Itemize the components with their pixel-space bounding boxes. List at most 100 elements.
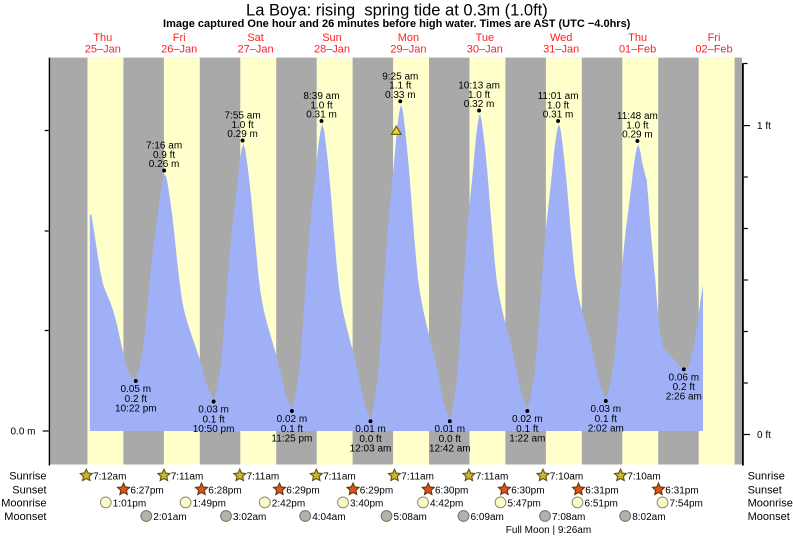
svg-text:0.1 ft: 0.1 ft xyxy=(281,424,303,435)
svg-text:1.0 ft: 1.0 ft xyxy=(468,90,490,101)
svg-text:1.0 ft: 1.0 ft xyxy=(547,100,569,111)
svg-text:Moonset: Moonset xyxy=(748,511,790,523)
svg-text:31–Jan: 31–Jan xyxy=(543,44,579,56)
svg-text:02–Feb: 02–Feb xyxy=(695,44,732,56)
svg-text:7:11am: 7:11am xyxy=(247,471,280,482)
svg-text:Sunset: Sunset xyxy=(12,484,46,496)
svg-text:6:28pm: 6:28pm xyxy=(208,485,241,496)
svg-text:5:08am: 5:08am xyxy=(394,512,427,523)
svg-text:1:01pm: 1:01pm xyxy=(113,498,146,509)
svg-text:26–Jan: 26–Jan xyxy=(161,44,197,56)
svg-text:10:13 am: 10:13 am xyxy=(458,81,500,92)
svg-text:0.02 m: 0.02 m xyxy=(277,414,308,425)
svg-text:7:10am: 7:10am xyxy=(627,471,660,482)
svg-text:10:22 pm: 10:22 pm xyxy=(115,403,157,414)
svg-text:0.29 m: 0.29 m xyxy=(227,129,258,140)
svg-text:0.01 m: 0.01 m xyxy=(355,424,386,435)
svg-text:Fri: Fri xyxy=(708,32,721,44)
svg-text:Full Moon | 9:26am: Full Moon | 9:26am xyxy=(506,525,591,536)
svg-text:4:04am: 4:04am xyxy=(312,512,345,523)
svg-text:0.0 ft: 0.0 ft xyxy=(359,434,381,445)
svg-text:2:01am: 2:01am xyxy=(153,512,186,523)
svg-text:10:50 pm: 10:50 pm xyxy=(193,424,235,435)
svg-text:5:47pm: 5:47pm xyxy=(508,498,541,509)
svg-text:7:11am: 7:11am xyxy=(171,471,204,482)
svg-text:Thu: Thu xyxy=(93,32,112,44)
svg-text:0.1 ft: 0.1 ft xyxy=(516,424,538,435)
svg-text:Image captured One hour and 26: Image captured One hour and 26 minutes b… xyxy=(163,18,631,30)
svg-text:2:02 am: 2:02 am xyxy=(588,423,624,434)
svg-text:11:25 pm: 11:25 pm xyxy=(271,433,312,444)
svg-text:7:55 am: 7:55 am xyxy=(225,111,261,122)
svg-text:0.01 m: 0.01 m xyxy=(435,424,466,435)
svg-text:4:42pm: 4:42pm xyxy=(430,498,463,509)
svg-text:1.0 ft: 1.0 ft xyxy=(626,120,648,131)
svg-text:0.1 ft: 0.1 ft xyxy=(595,414,617,425)
svg-text:0.0 m: 0.0 m xyxy=(10,427,35,438)
svg-text:1.1 ft: 1.1 ft xyxy=(389,81,411,92)
svg-text:2:42pm: 2:42pm xyxy=(272,498,305,509)
svg-text:0.31 m: 0.31 m xyxy=(543,110,574,121)
svg-text:6:31pm: 6:31pm xyxy=(665,485,698,496)
svg-text:Fri: Fri xyxy=(173,32,186,44)
svg-text:9:25 am: 9:25 am xyxy=(382,71,418,82)
svg-text:12:03 am: 12:03 am xyxy=(350,444,392,455)
svg-text:0.03 m: 0.03 m xyxy=(591,404,622,415)
svg-text:27–Jan: 27–Jan xyxy=(238,44,274,56)
svg-text:0.2 ft: 0.2 ft xyxy=(673,382,695,393)
svg-text:8:39 am: 8:39 am xyxy=(303,91,339,102)
svg-text:3:02am: 3:02am xyxy=(233,512,266,523)
svg-text:0 ft: 0 ft xyxy=(757,430,771,441)
svg-text:Sat: Sat xyxy=(247,32,264,44)
svg-text:Sun: Sun xyxy=(322,32,342,44)
svg-text:Mon: Mon xyxy=(398,32,419,44)
svg-text:0.2 ft: 0.2 ft xyxy=(125,394,147,405)
svg-text:11:48 am: 11:48 am xyxy=(617,111,658,122)
svg-text:6:51pm: 6:51pm xyxy=(585,498,618,509)
svg-text:29–Jan: 29–Jan xyxy=(390,44,426,56)
svg-text:8:02am: 8:02am xyxy=(632,512,665,523)
svg-text:Moonset: Moonset xyxy=(4,511,46,523)
svg-text:Tue: Tue xyxy=(476,32,495,44)
svg-text:0.0 ft: 0.0 ft xyxy=(439,434,461,445)
svg-text:7:08am: 7:08am xyxy=(552,512,585,523)
svg-text:7:16 am: 7:16 am xyxy=(146,141,182,152)
svg-text:7:11am: 7:11am xyxy=(323,471,356,482)
svg-text:6:09am: 6:09am xyxy=(471,512,504,523)
svg-text:Wed: Wed xyxy=(550,32,572,44)
svg-text:7:11am: 7:11am xyxy=(401,471,434,482)
svg-text:01–Feb: 01–Feb xyxy=(619,44,656,56)
svg-text:2:26 am: 2:26 am xyxy=(666,392,702,403)
svg-text:0.03 m: 0.03 m xyxy=(198,405,229,416)
svg-text:7:11am: 7:11am xyxy=(476,471,509,482)
svg-text:Sunrise: Sunrise xyxy=(748,470,785,482)
svg-text:25–Jan: 25–Jan xyxy=(85,44,121,56)
svg-text:11:01 am: 11:01 am xyxy=(538,91,579,102)
svg-text:Moonrise: Moonrise xyxy=(748,497,793,509)
svg-text:Sunset: Sunset xyxy=(748,484,782,496)
svg-text:3:40pm: 3:40pm xyxy=(350,498,383,509)
svg-text:28–Jan: 28–Jan xyxy=(314,44,350,56)
svg-text:1 ft: 1 ft xyxy=(757,121,771,132)
svg-text:6:30pm: 6:30pm xyxy=(435,485,468,496)
svg-text:1:22 am: 1:22 am xyxy=(509,433,545,444)
svg-text:0.29 m: 0.29 m xyxy=(622,130,653,141)
svg-text:Sunrise: Sunrise xyxy=(9,470,46,482)
svg-text:6:27pm: 6:27pm xyxy=(130,485,163,496)
svg-text:1.0 ft: 1.0 ft xyxy=(310,100,332,111)
svg-text:6:31pm: 6:31pm xyxy=(585,485,618,496)
svg-text:30–Jan: 30–Jan xyxy=(467,44,503,56)
svg-text:La Boya: rising spring tide a: La Boya: rising spring tide at 0.3m (1.0… xyxy=(246,2,548,20)
svg-text:1:49pm: 1:49pm xyxy=(193,498,226,509)
svg-text:0.06 m: 0.06 m xyxy=(669,372,700,383)
svg-text:0.31 m: 0.31 m xyxy=(306,110,337,121)
svg-text:0.9 ft: 0.9 ft xyxy=(153,150,175,161)
svg-text:0.33 m: 0.33 m xyxy=(385,90,416,101)
svg-text:7:12am: 7:12am xyxy=(93,471,126,482)
svg-text:0.32 m: 0.32 m xyxy=(464,99,495,110)
svg-text:1.0 ft: 1.0 ft xyxy=(231,120,253,131)
svg-text:0.1 ft: 0.1 ft xyxy=(202,414,224,425)
svg-text:12:42 am: 12:42 am xyxy=(429,444,471,455)
svg-text:6:30pm: 6:30pm xyxy=(511,485,544,496)
svg-text:7:54pm: 7:54pm xyxy=(670,498,703,509)
